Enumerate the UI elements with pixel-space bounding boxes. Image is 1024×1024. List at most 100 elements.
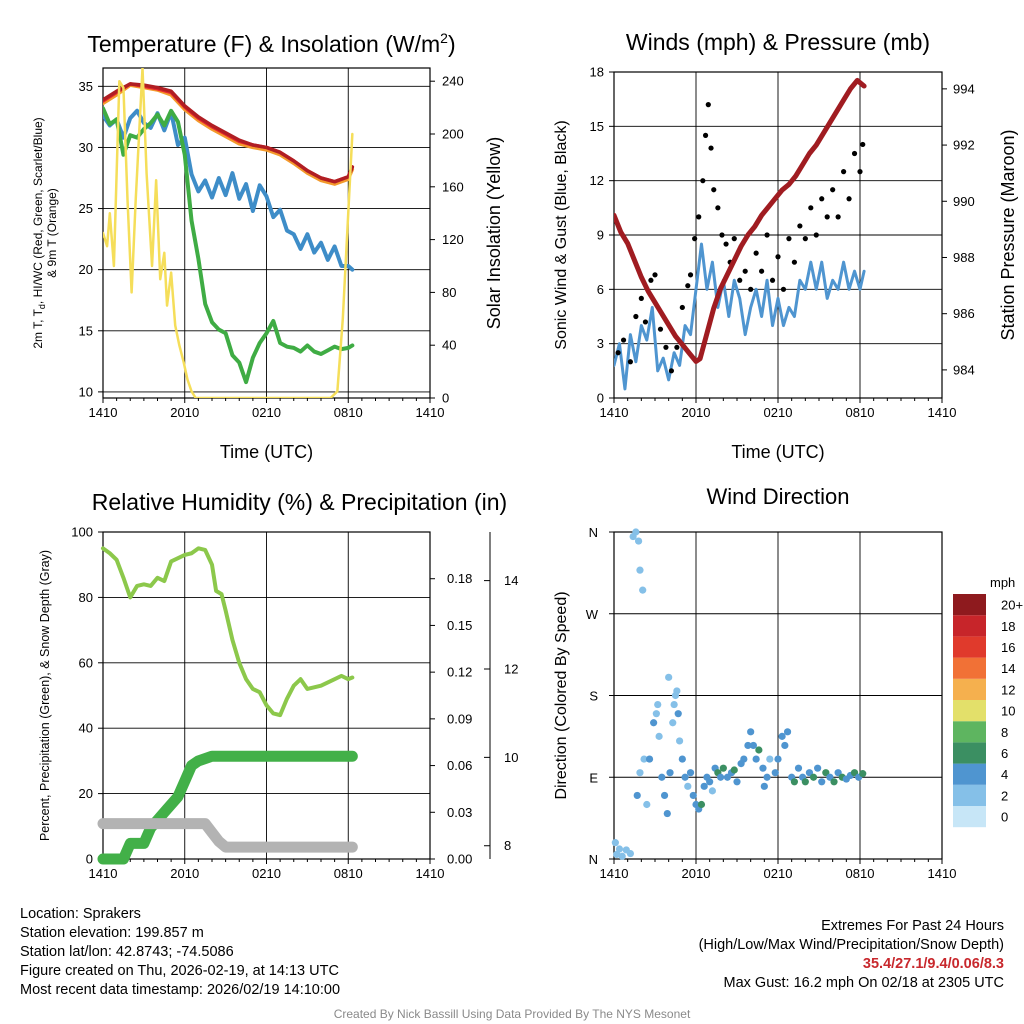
gust-point xyxy=(674,344,680,350)
direction-point xyxy=(706,778,714,786)
y-tick-label-left: 15 xyxy=(79,323,93,338)
direction-point xyxy=(859,770,867,778)
recent-text: Most recent data timestamp: 2026/02/19 1… xyxy=(20,982,341,998)
direction-point xyxy=(666,769,674,777)
wind-series xyxy=(614,77,867,391)
created-text: Figure created on Thu, 2026-02-19, at 14… xyxy=(20,963,339,979)
humidity-title: Relative Humidity (%) & Precipitation (i… xyxy=(92,489,507,515)
direction-point xyxy=(654,700,662,709)
y-tick-label-left: 40 xyxy=(79,721,93,736)
y-tick-label-right: 992 xyxy=(953,138,975,153)
gust-point xyxy=(857,169,863,175)
y-tick-label-right: 240 xyxy=(442,74,464,89)
direction-point xyxy=(755,746,763,754)
x-tick-label: 1410 xyxy=(89,405,118,420)
direction-point xyxy=(632,528,640,536)
colorbar-swatch xyxy=(953,742,986,764)
y-tick-label-precip: 0.09 xyxy=(447,711,472,726)
series-line-snow-depth xyxy=(97,818,358,853)
gust-point xyxy=(748,286,754,292)
colorbar-swatch xyxy=(953,678,986,700)
y-tick-label-right: 988 xyxy=(953,250,975,265)
gust-point xyxy=(711,187,717,193)
gust-point xyxy=(633,313,639,320)
y-tick-label-precip: 0.06 xyxy=(447,758,472,773)
temperature-title-main: Temperature (F) & Insolation (W/m xyxy=(87,31,440,57)
gust-point xyxy=(775,254,781,260)
colorbar-label: 8 xyxy=(1001,725,1008,740)
colorbar-swatch xyxy=(953,615,986,637)
y-tick-label-snow: 14 xyxy=(504,573,518,588)
wind-xlabel: Time (UTC) xyxy=(731,442,824,462)
direction-point xyxy=(689,791,697,800)
colorbar-label: 6 xyxy=(1001,746,1008,761)
y-tick-label-left: 18 xyxy=(590,65,604,80)
temperature-ylabel-part: , HI/WC (Red, Green, Scarlet/Blue) xyxy=(31,117,45,304)
direction-point xyxy=(678,755,686,763)
wind-title: Winds (mph) & Pressure (mb) xyxy=(626,29,930,55)
gust-point xyxy=(615,350,621,356)
colorbar-label: 0 xyxy=(1001,810,1008,825)
x-tick-label: 0210 xyxy=(252,866,281,881)
gust-point xyxy=(719,232,725,238)
colorbar-label: 10 xyxy=(1001,704,1015,719)
temperature-ylabel-right: Solar Insolation (Yellow) xyxy=(484,137,504,329)
colorbar-swatch xyxy=(953,594,986,616)
direction-point xyxy=(669,719,677,727)
direction-title: Wind Direction xyxy=(706,484,849,509)
x-tick-label: 0810 xyxy=(846,405,875,420)
gust-point xyxy=(692,236,698,242)
wind-chart: 0 3 6 9 12 15 18 984 986 988 990 992 994 1410 2010 0210… xyxy=(553,29,1018,462)
direction-point xyxy=(818,778,826,786)
gust-point xyxy=(687,272,694,278)
y-tick-label-left: 30 xyxy=(79,140,93,155)
y-tick-label-snow: 8 xyxy=(504,838,511,853)
direction-point xyxy=(615,845,624,853)
direction-point xyxy=(640,755,648,763)
series-line-solar xyxy=(103,68,354,398)
gust-point xyxy=(851,150,858,157)
gust-point xyxy=(841,169,847,175)
max-gust-text: Max Gust: 16.2 mph On 02/18 at 2305 UTC xyxy=(723,975,1004,991)
x-tick-label: 2010 xyxy=(682,405,711,420)
direction-point xyxy=(766,755,774,763)
direction-point xyxy=(635,537,643,545)
y-tick-label-left: 9 xyxy=(597,228,604,243)
gust-point xyxy=(802,236,808,242)
direction-point xyxy=(771,769,779,777)
colorbar-swatch xyxy=(953,700,986,722)
direction-point xyxy=(673,687,681,695)
gust-point xyxy=(860,141,866,148)
direction-point xyxy=(613,850,621,859)
colorbar-swatch xyxy=(953,784,986,806)
direction-point xyxy=(790,778,799,786)
direction-point xyxy=(733,778,741,786)
direction-tick-label: E xyxy=(589,770,598,785)
gust-point xyxy=(786,236,792,242)
temperature-series xyxy=(103,68,355,398)
direction-point xyxy=(759,764,767,772)
direction-point xyxy=(697,800,706,809)
direction-point xyxy=(618,852,626,860)
y-tick-label-right: 984 xyxy=(953,362,975,377)
direction-point xyxy=(633,791,641,800)
y-tick-label-right: 990 xyxy=(953,194,975,209)
direction-point xyxy=(717,773,725,781)
x-tick-label: 2010 xyxy=(682,866,711,881)
colorbar-label: 20+ xyxy=(1001,598,1023,613)
direction-tick-label: N xyxy=(589,525,598,540)
colorbar-swatch xyxy=(953,657,986,679)
x-tick-label: 0810 xyxy=(846,866,875,881)
direction-point xyxy=(760,782,768,790)
station-info: Location: Sprakers Station elevation: 19… xyxy=(20,905,340,1000)
humidity-ylabel-left: Percent, Precipitation (Green), & Snow D… xyxy=(38,550,52,841)
x-tick-label: 1410 xyxy=(89,866,118,881)
gust-point xyxy=(685,283,691,289)
temperature-title: Temperature (F) & Insolation (W/m2) xyxy=(87,30,455,57)
gust-point xyxy=(700,178,706,184)
colorbar-label: 16 xyxy=(1001,640,1015,655)
gust-point xyxy=(797,223,803,229)
gust-point xyxy=(819,196,825,202)
direction-point xyxy=(774,755,782,763)
gust-point xyxy=(705,102,711,108)
